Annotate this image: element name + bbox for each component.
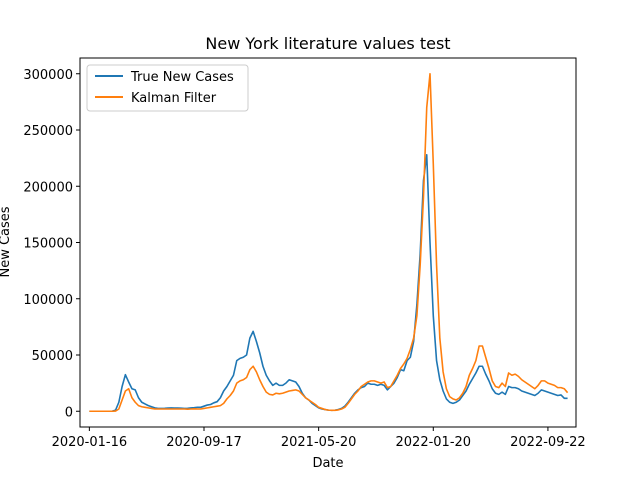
y-tick-label: 200000 (23, 180, 73, 195)
legend: True New Cases Kalman Filter (86, 64, 249, 112)
y-tick-label: 0 (65, 405, 73, 420)
x-axis: 2020-01-16 2020-09-17 2021-05-20 2022-01-20… (52, 427, 586, 450)
x-tick-label: 2021-05-20 (281, 435, 357, 450)
y-tick-label: 150000 (23, 237, 73, 252)
chart-title: New York literature values test (205, 34, 450, 53)
x-axis-title: Date (312, 456, 343, 471)
y-tick-label: 50000 (32, 349, 73, 364)
x-tick-label: 2022-01-20 (396, 435, 472, 450)
x-tick-label: 2022-09-22 (510, 435, 586, 450)
legend-label-true-new-cases: True New Cases (130, 70, 234, 85)
series-line-kalman-filter (89, 72, 569, 413)
y-tick-label: 250000 (23, 124, 73, 139)
legend-box (86, 64, 249, 112)
x-tick-label: 2020-09-17 (166, 435, 242, 450)
legend-label-kalman-filter: Kalman Filter (131, 91, 217, 106)
x-tick-label: 2020-01-16 (52, 435, 128, 450)
y-axis: 0 50000 100000 150000 200000 250000 300000 (23, 68, 80, 420)
series-layer (89, 72, 569, 413)
y-tick-label: 100000 (23, 293, 73, 308)
y-tick-label: 300000 (23, 68, 73, 83)
y-axis-title: New Cases (0, 206, 13, 277)
